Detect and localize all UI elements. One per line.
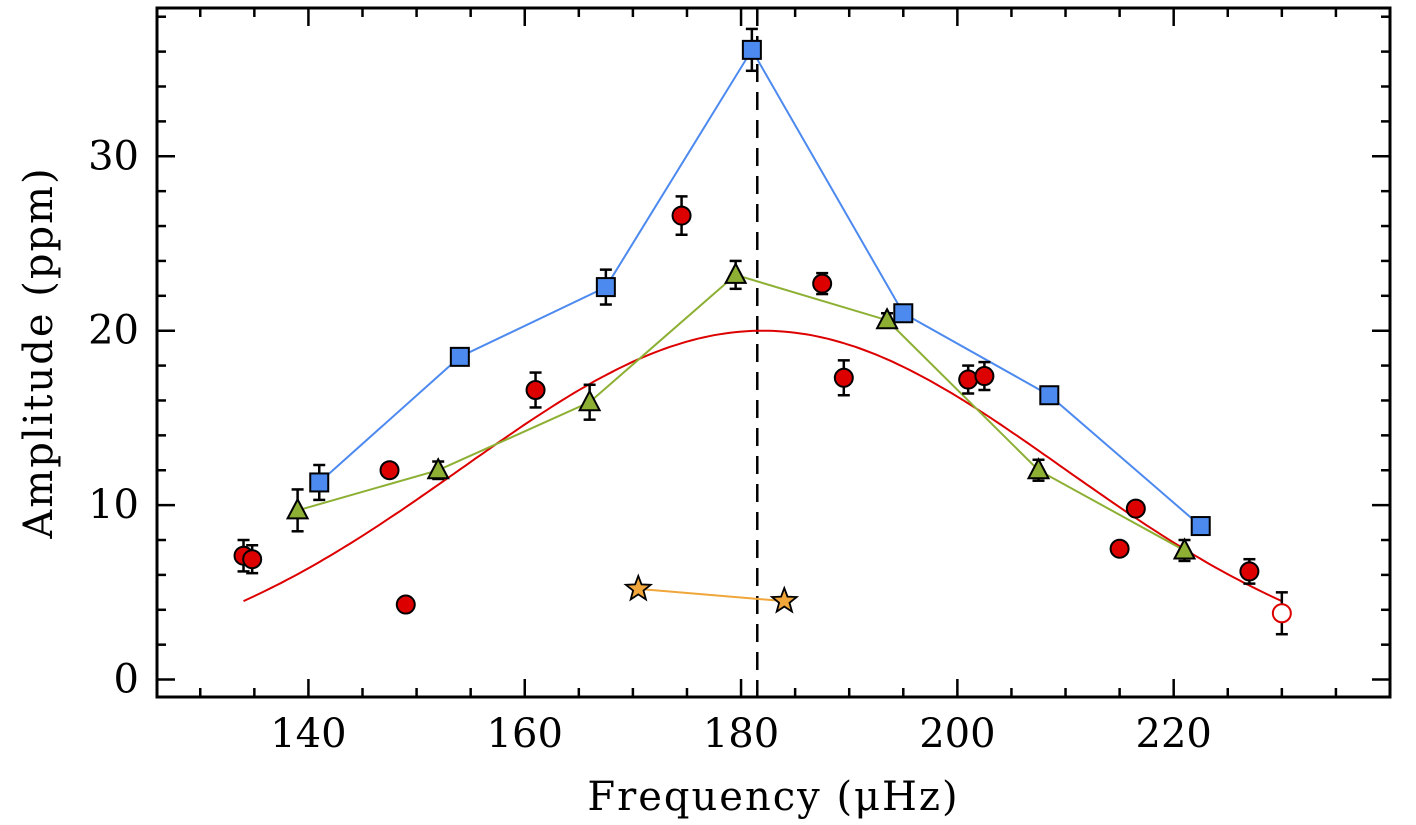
y-axis-title: Amplitude (ppm) <box>16 166 62 539</box>
circle-point <box>1239 561 1260 582</box>
x-axis-title: Frequency (μHz) <box>587 774 959 820</box>
x-tick-label: 160 <box>487 711 563 757</box>
circle-point <box>958 369 979 390</box>
square-point <box>1039 385 1060 406</box>
x-tick-label: 200 <box>919 711 995 757</box>
circle-point <box>242 549 263 570</box>
x-tick-label: 140 <box>270 711 346 757</box>
triangle-point <box>577 389 602 412</box>
open-circle-point <box>1271 603 1292 624</box>
triangle-point <box>426 457 450 480</box>
triangle-point <box>875 307 899 330</box>
axes-layer <box>155 6 1392 699</box>
triangle-point <box>1172 537 1197 560</box>
y-tick-label: 20 <box>88 308 139 354</box>
circle-point <box>525 380 546 401</box>
star-point <box>769 585 800 614</box>
y-tick-label: 0 <box>114 657 139 703</box>
plot-frame <box>155 6 1392 699</box>
circle-point <box>974 366 995 387</box>
circle-point <box>671 205 692 226</box>
square-point <box>893 303 914 324</box>
square-point <box>595 277 616 298</box>
x-tick-label: 220 <box>1136 711 1212 757</box>
triangle-point <box>723 261 748 284</box>
star-point <box>623 573 654 602</box>
circle-point <box>833 367 854 388</box>
circle-point <box>379 460 400 481</box>
series-line-square <box>318 47 1202 527</box>
labels-layer: 140 160 180 200 220 0 10 20 30 Frequency (μHz) Amp… <box>16 133 1212 820</box>
triangle-point <box>285 497 310 520</box>
fit-curve <box>243 329 1283 603</box>
square-point <box>1190 516 1211 537</box>
square-point <box>449 346 470 367</box>
circle-point <box>395 594 416 615</box>
square-point <box>741 39 762 60</box>
circle-point <box>812 273 833 294</box>
y-tick-label: 30 <box>88 133 139 179</box>
circle-point <box>1109 538 1130 559</box>
x-tick-label: 180 <box>703 711 779 757</box>
circle-point <box>1125 498 1146 519</box>
y-tick-label: 10 <box>88 482 139 528</box>
series-line-triangle <box>297 273 1185 552</box>
data-layer <box>233 8 1292 697</box>
series-line-star <box>638 587 785 603</box>
square-point <box>309 472 330 493</box>
triangle-point <box>1026 457 1051 480</box>
